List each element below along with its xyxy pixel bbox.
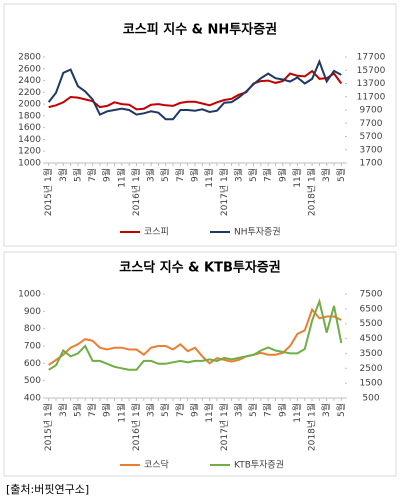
- y-tick-label: 1200: [18, 147, 41, 157]
- series-line: [48, 297, 343, 371]
- y2-tick-label: 7700: [360, 119, 383, 129]
- x-tick-label: 3월: [145, 168, 157, 182]
- y-tick-label: 1800: [18, 111, 41, 121]
- series-line: [48, 307, 342, 366]
- y2-tick-label: 500: [362, 394, 379, 404]
- y2-tick-label: 7500: [360, 290, 383, 300]
- y2-tick-label: 9700: [360, 106, 383, 116]
- x-tick-label: 5월: [159, 403, 171, 417]
- y-tick-label: 1000: [18, 159, 41, 169]
- x-tick-label: 9월: [101, 403, 113, 417]
- y-tick-label: 2600: [18, 64, 41, 74]
- y-tick-label: 1000: [18, 290, 41, 300]
- x-tick-label: 2018년 1월: [306, 168, 318, 216]
- x-tick-label: 7월: [86, 168, 98, 182]
- y2-tick-label: 17700: [357, 53, 386, 63]
- y-tick-label: 600: [24, 359, 41, 369]
- series-line: [48, 69, 343, 111]
- x-tick-label: 3월: [57, 403, 69, 417]
- source: [출처:버핏연구소]: [6, 483, 89, 496]
- chart-frame: [3, 3, 397, 247]
- y-tick-label: 800: [24, 324, 41, 334]
- y-tick-label: 1400: [18, 135, 41, 145]
- x-tick-label: 7월: [174, 168, 186, 182]
- series-line: [47, 58, 342, 121]
- x-tick-label: 9월: [276, 168, 288, 182]
- y2-tick-label: 15700: [357, 66, 386, 76]
- chart-title: 코스피 지수 & NH투자증권: [123, 23, 277, 38]
- x-tick-label: 5월: [247, 403, 259, 417]
- y2-tick-label: 2500: [360, 364, 383, 374]
- y2-tick-label: 4500: [360, 334, 383, 344]
- x-tick-label: 11월: [291, 403, 303, 423]
- y2-tick-label: 1500: [360, 379, 383, 389]
- x-tick-label: 3월: [232, 168, 244, 182]
- x-tick-label: 2017년 1월: [218, 168, 230, 216]
- x-tick-label: 5월: [335, 168, 347, 182]
- x-tick-label: 7월: [86, 403, 98, 417]
- y-tick-label: 400: [24, 394, 41, 404]
- x-tick-label: 7월: [262, 403, 274, 417]
- y2-tick-label: 5500: [360, 319, 383, 329]
- x-tick-label: 3월: [320, 403, 332, 417]
- x-tick-label: 5월: [335, 403, 347, 417]
- x-tick-label: 11월: [291, 168, 303, 188]
- y2-tick-label: 6500: [360, 304, 383, 314]
- y-tick-label: 2400: [18, 76, 41, 86]
- x-tick-label: 2015년 1월: [42, 403, 54, 451]
- x-tick-label: 11월: [203, 403, 215, 423]
- x-tick-label: 5월: [71, 403, 83, 417]
- y-tick-label: 2000: [18, 100, 41, 110]
- legend-label: 코스닥: [144, 460, 169, 471]
- y2-tick-label: 3500: [360, 349, 383, 359]
- y2-tick-label: 3700: [360, 145, 383, 155]
- x-tick-label: 9월: [189, 168, 201, 182]
- y-tick-label: 500: [24, 376, 41, 386]
- y-tick-label: 2800: [18, 53, 41, 63]
- legend-label: KTB투자증권: [234, 459, 284, 471]
- x-tick-label: 7월: [174, 403, 186, 417]
- x-tick-label: 2015년 1월: [42, 168, 54, 216]
- x-tick-label: 5월: [71, 168, 83, 182]
- x-tick-label: 11월: [115, 168, 127, 188]
- y2-tick-label: 13700: [357, 79, 386, 89]
- x-tick-label: 3월: [232, 403, 244, 417]
- y2-tick-label: 5700: [360, 132, 383, 142]
- chart-frame: [3, 251, 397, 477]
- y2-tick-label: 1700: [360, 159, 383, 169]
- legend-label: NH투자증권: [234, 226, 281, 238]
- x-tick-label: 3월: [320, 168, 332, 182]
- y-tick-label: 1600: [18, 123, 41, 133]
- y-tick-label: 2200: [18, 88, 41, 98]
- x-tick-label: 9월: [276, 403, 288, 417]
- x-tick-label: 2018년 1월: [306, 403, 318, 451]
- x-tick-label: 2017년 1월: [218, 403, 230, 451]
- x-tick-label: 11월: [115, 403, 127, 423]
- x-tick-label: 3월: [145, 403, 157, 417]
- x-tick-label: 9월: [101, 168, 113, 182]
- x-tick-label: 5월: [247, 168, 259, 182]
- x-tick-label: 9월: [189, 403, 201, 417]
- x-tick-label: 3월: [57, 168, 69, 182]
- legend-label: 코스피: [144, 227, 169, 238]
- x-tick-label: 11월: [203, 168, 215, 188]
- y-tick-label: 900: [24, 307, 41, 317]
- x-tick-label: 2016년 1월: [130, 403, 142, 451]
- x-tick-label: 5월: [159, 168, 171, 182]
- chart-title: 코스닥 지수 & KTB투자증권: [119, 260, 280, 276]
- x-tick-label: 2016년 1월: [130, 168, 142, 216]
- y-tick-label: 700: [24, 342, 41, 352]
- y2-tick-label: 11700: [357, 92, 386, 102]
- x-tick-label: 7월: [262, 168, 274, 182]
